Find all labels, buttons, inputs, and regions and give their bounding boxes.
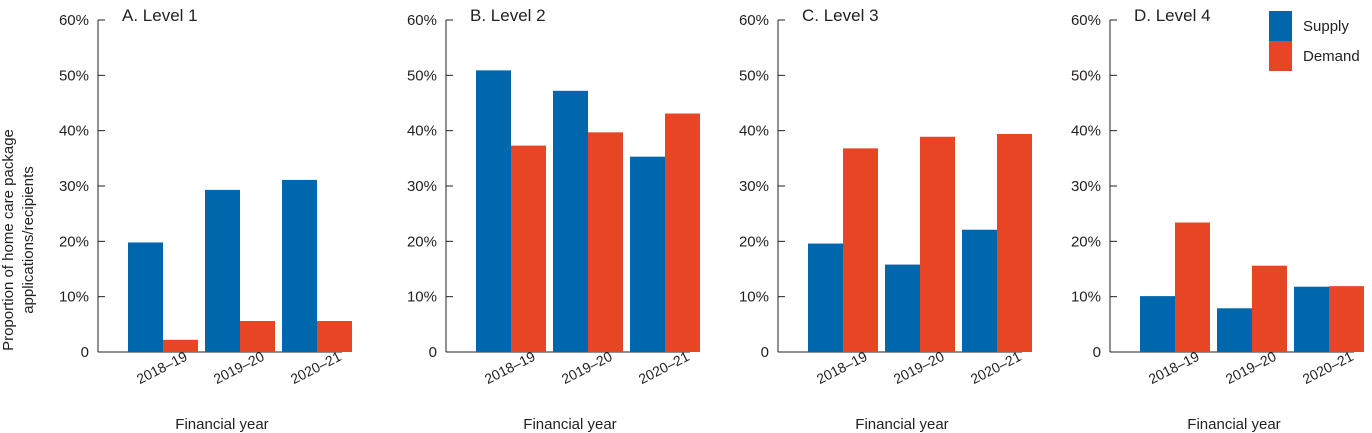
panel-c-y-tick-label: 30% [739,178,769,195]
panel-b-y-tick-label: 30% [407,178,437,195]
panel-d-x-tick-label: 2019–20 [1223,348,1279,387]
y-axis-title-line2: applications/recipients [20,166,37,314]
panel-b-title: B. Level 2 [470,6,546,25]
panel-a-y-tick-label: 50% [59,67,89,84]
panel-a-x-axis-title: Financial year [175,416,268,433]
panel-b-bar-supply [553,90,588,353]
panel-b-x-tick-label: 2018–19 [482,348,538,387]
panel-c-bar-supply [885,264,920,352]
panel-b-bar-demand [665,113,700,352]
panel-c-x-tick-label: 2019–20 [891,348,947,387]
panel-d-bar-supply [1217,308,1252,352]
panel-c-bar-demand [997,133,1032,352]
panel-c-y-tick-label: 10% [739,289,769,306]
panel-c-bar-demand [843,148,878,352]
panel-d-x-axis-title: Financial year [1187,416,1280,433]
panel-a-bar-demand [163,339,198,352]
panel-d-bar-supply [1294,286,1329,352]
panel-a-bar-demand [317,321,352,352]
legend-demand-label: Demand [1303,48,1360,65]
panel-d-y-tick-label: 40% [1071,123,1101,140]
panel-c-bar-supply [808,243,843,352]
panel-a-y-tick-label: 0 [81,344,89,361]
panel-c-x-axis-title: Financial year [855,416,948,433]
panel-d-bar-supply [1140,296,1175,352]
panel-c-bar-supply [962,229,997,352]
panel-b-x-tick-label: 2020–21 [636,348,692,387]
panel-c-x-tick-label: 2018–19 [814,348,870,387]
panel-c-title: C. Level 3 [802,6,879,25]
panel-b-y-tick-label: 40% [407,123,437,140]
panel-c-y-tick-label: 60% [739,12,769,29]
panel-d-x-tick-label: 2018–19 [1146,348,1202,387]
panel-c-y-tick-label: 0 [761,344,769,361]
panel-b-y-tick-label: 60% [407,12,437,29]
y-axis-title: Proportion of home care package applicat… [0,129,37,351]
chart-panels: 0 10% 20% 30% 40% 50% 60% A. Level 1 2018–19 2019… [59,6,1364,433]
panel-a-bar-demand [240,321,275,352]
panel-a-y-tick-label: 30% [59,178,89,195]
panel-b-y-tick-label: 20% [407,233,437,250]
panel-b: 0 10% 20% 30% 40% 50% 60% B. Level 2 2018–19 2019… [407,6,700,433]
y-axis-title-line1: Proportion of home care package [0,129,17,351]
panel-d-y-tick-label: 50% [1071,67,1101,84]
panel-d-y-tick-label: 10% [1071,289,1101,306]
panel-a-bar-supply [282,179,317,352]
legend-supply-swatch [1269,11,1292,41]
panel-a-y-tick-label: 60% [59,12,89,29]
panel-b-y-tick-label: 10% [407,289,437,306]
panel-d-y-tick-label: 30% [1071,178,1101,195]
panel-c-y-tick-label: 40% [739,123,769,140]
panel-b-x-tick-label: 2019–20 [559,348,615,387]
panel-b-y-tick-label: 0 [429,344,437,361]
panel-d: 0 10% 20% 30% 40% 50% 60% D. Level 4 2018–19 2019… [1071,6,1364,433]
panel-a-y-tick-label: 40% [59,123,89,140]
panel-c: 0 10% 20% 30% 40% 50% 60% C. Level 3 2018–19 2019… [739,6,1032,433]
panel-d-bar-demand [1252,265,1287,352]
panel-a: 0 10% 20% 30% 40% 50% 60% A. Level 1 2018–19 2019… [59,6,352,433]
panel-a-x-tick-label: 2018–19 [134,348,190,387]
legend-demand-swatch [1269,41,1292,71]
panel-b-bar-supply [476,70,511,352]
panel-a-x-tick-label: 2020–21 [288,348,344,387]
panel-d-y-tick-label: 0 [1093,344,1101,361]
panel-c-x-tick-label: 2020–21 [968,348,1024,387]
panel-a-title: A. Level 1 [122,6,198,25]
panel-b-y-tick-label: 50% [407,67,437,84]
panel-b-x-axis-title: Financial year [523,416,616,433]
legend: Supply Demand [1269,11,1360,71]
panel-d-bar-demand [1175,222,1210,352]
panel-c-y-tick-label: 50% [739,67,769,84]
legend-supply-label: Supply [1303,18,1349,35]
panel-a-bar-supply [128,242,163,352]
panel-d-y-tick-label: 20% [1071,233,1101,250]
panel-d-bar-demand [1329,286,1364,352]
panel-b-bar-demand [588,132,623,352]
panel-c-y-tick-label: 20% [739,233,769,250]
panel-b-bar-demand [511,145,546,352]
panel-d-x-tick-label: 2020–21 [1300,348,1356,387]
panel-d-y-tick-label: 60% [1071,12,1101,29]
panel-c-bar-demand [920,136,955,352]
panel-a-y-tick-label: 10% [59,289,89,306]
panel-a-bar-supply [205,189,240,352]
panel-b-bar-supply [630,156,665,352]
panel-d-title: D. Level 4 [1134,6,1211,25]
panel-a-y-tick-label: 20% [59,233,89,250]
panel-a-x-tick-label: 2019–20 [211,348,267,387]
